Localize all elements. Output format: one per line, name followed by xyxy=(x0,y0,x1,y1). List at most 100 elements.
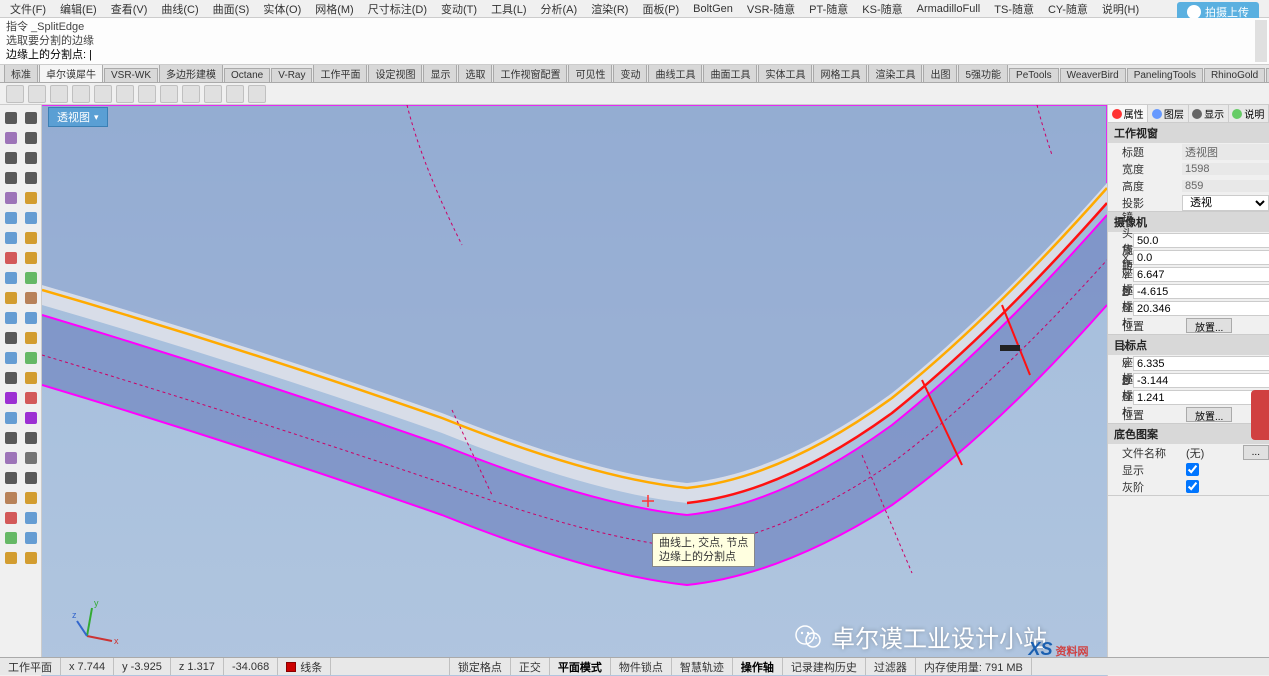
btn-tgt-place[interactable]: 放置... xyxy=(1186,407,1232,422)
left-tool-13[interactable] xyxy=(22,229,40,247)
menu-solid[interactable]: 实体(O) xyxy=(257,0,307,18)
toolbar-button-9[interactable] xyxy=(204,85,222,103)
sb-toggle-2[interactable]: 平面模式 xyxy=(550,658,611,675)
input-tgt-x[interactable] xyxy=(1133,356,1269,371)
btn-file-browse[interactable]: ... xyxy=(1243,445,1269,460)
toolbar-tab-14[interactable]: 曲面工具 xyxy=(703,65,757,82)
left-tool-1[interactable] xyxy=(22,109,40,127)
left-tool-36[interactable] xyxy=(2,469,20,487)
toolbar-button-3[interactable] xyxy=(72,85,90,103)
btn-cam-place[interactable]: 放置... xyxy=(1186,318,1232,333)
menu-mesh[interactable]: 网格(M) xyxy=(309,0,360,18)
input-lens[interactable] xyxy=(1133,233,1269,248)
left-tool-16[interactable] xyxy=(2,269,20,287)
toolbar-tab-16[interactable]: 网格工具 xyxy=(813,65,867,82)
toolbar-tab-22[interactable]: PanelingTools xyxy=(1127,68,1203,82)
toolbar-button-0[interactable] xyxy=(6,85,24,103)
left-tool-12[interactable] xyxy=(2,229,20,247)
left-tool-23[interactable] xyxy=(22,329,40,347)
left-tool-19[interactable] xyxy=(22,289,40,307)
menu-transform[interactable]: 变动(T) xyxy=(435,0,483,18)
menu-ks[interactable]: KS-随意 xyxy=(856,0,908,18)
toolbar-button-5[interactable] xyxy=(116,85,134,103)
left-tool-9[interactable] xyxy=(22,189,40,207)
toolbar-button-1[interactable] xyxy=(28,85,46,103)
sb-toggle-5[interactable]: 操作轴 xyxy=(733,658,783,675)
left-tool-31[interactable] xyxy=(22,409,40,427)
left-tool-15[interactable] xyxy=(22,249,40,267)
left-tool-10[interactable] xyxy=(2,209,20,227)
panel-tab-2[interactable]: 显示 xyxy=(1189,105,1229,122)
sb-toggle-3[interactable]: 物件锁点 xyxy=(611,658,672,675)
toolbar-tab-0[interactable]: 标准 xyxy=(4,65,38,82)
sb-layer[interactable]: 线条 xyxy=(278,658,331,675)
left-tool-26[interactable] xyxy=(2,369,20,387)
toolbar-tab-8[interactable]: 显示 xyxy=(423,65,457,82)
check-show[interactable] xyxy=(1186,463,1199,476)
toolbar-tab-21[interactable]: WeaverBird xyxy=(1060,68,1126,82)
left-tool-27[interactable] xyxy=(22,369,40,387)
toolbar-tab-5[interactable]: V-Ray xyxy=(271,68,312,82)
side-red-tab[interactable] xyxy=(1251,390,1269,440)
left-tool-32[interactable] xyxy=(2,429,20,447)
select-projection[interactable]: 透视 xyxy=(1182,195,1269,211)
menu-ts[interactable]: TS-随意 xyxy=(988,0,1040,18)
left-tool-41[interactable] xyxy=(22,509,40,527)
toolbar-tab-13[interactable]: 曲线工具 xyxy=(648,65,702,82)
left-tool-25[interactable] xyxy=(22,349,40,367)
left-tool-45[interactable] xyxy=(22,549,40,567)
panel-tab-0[interactable]: 属性 xyxy=(1108,105,1148,122)
menu-panels[interactable]: 面板(P) xyxy=(636,0,685,18)
toolbar-tab-15[interactable]: 实体工具 xyxy=(758,65,812,82)
left-tool-38[interactable] xyxy=(2,489,20,507)
left-tool-35[interactable] xyxy=(22,449,40,467)
panel-tab-3[interactable]: 说明 xyxy=(1229,105,1269,122)
toolbar-button-4[interactable] xyxy=(94,85,112,103)
toolbar-button-7[interactable] xyxy=(160,85,178,103)
left-tool-34[interactable] xyxy=(2,449,20,467)
toolbar-tab-23[interactable]: RhinoGold xyxy=(1204,68,1265,82)
left-tool-28[interactable] xyxy=(2,389,20,407)
toolbar-button-10[interactable] xyxy=(226,85,244,103)
toolbar-tab-19[interactable]: 5强功能 xyxy=(958,65,1008,82)
toolbar-tab-4[interactable]: Octane xyxy=(224,68,270,82)
toolbar-tab-7[interactable]: 设定视图 xyxy=(368,65,422,82)
left-tool-17[interactable] xyxy=(22,269,40,287)
left-tool-20[interactable] xyxy=(2,309,20,327)
left-tool-43[interactable] xyxy=(22,529,40,547)
menu-cy[interactable]: CY-随意 xyxy=(1042,0,1094,18)
toolbar-tab-9[interactable]: 选取 xyxy=(458,65,492,82)
toolbar-button-2[interactable] xyxy=(50,85,68,103)
menu-curve[interactable]: 曲线(C) xyxy=(155,0,204,18)
input-tgt-z[interactable] xyxy=(1133,390,1269,405)
menu-vsr[interactable]: VSR-随意 xyxy=(741,0,801,18)
toolbar-tab-2[interactable]: VSR-WK xyxy=(104,68,158,82)
left-tool-22[interactable] xyxy=(2,329,20,347)
sb-cplane[interactable]: 工作平面 xyxy=(0,658,61,675)
left-tool-42[interactable] xyxy=(2,529,20,547)
input-cam-z[interactable] xyxy=(1133,301,1269,316)
input-cam-y[interactable] xyxy=(1133,284,1269,299)
toolbar-button-6[interactable] xyxy=(138,85,156,103)
toolbar-tab-11[interactable]: 可见性 xyxy=(568,65,612,82)
menu-dimension[interactable]: 尺寸标注(D) xyxy=(362,0,433,18)
toolbar-button-11[interactable] xyxy=(248,85,266,103)
left-tool-21[interactable] xyxy=(22,309,40,327)
left-tool-39[interactable] xyxy=(22,489,40,507)
menu-file[interactable]: 文件(F) xyxy=(4,0,52,18)
left-tool-14[interactable] xyxy=(2,249,20,267)
left-tool-3[interactable] xyxy=(22,129,40,147)
toolbar-button-8[interactable] xyxy=(182,85,200,103)
sb-toggle-6[interactable]: 记录建构历史 xyxy=(783,658,866,675)
menu-boltgen[interactable]: BoltGen xyxy=(687,2,739,16)
viewport-perspective[interactable]: 透视图 ▾ 曲线上, 交点, 节点 边缘上的分割点 x y z 卓尔谟工业设计小… xyxy=(42,105,1107,676)
menu-help[interactable]: 说明(H) xyxy=(1096,0,1145,18)
menu-surface[interactable]: 曲面(S) xyxy=(207,0,256,18)
left-tool-8[interactable] xyxy=(2,189,20,207)
input-tgt-y[interactable] xyxy=(1133,373,1269,388)
left-tool-2[interactable] xyxy=(2,129,20,147)
command-input[interactable] xyxy=(92,49,392,61)
left-tool-5[interactable] xyxy=(22,149,40,167)
toolbar-tab-6[interactable]: 工作平面 xyxy=(313,65,367,82)
menu-armadillo[interactable]: ArmadilloFull xyxy=(911,2,987,16)
